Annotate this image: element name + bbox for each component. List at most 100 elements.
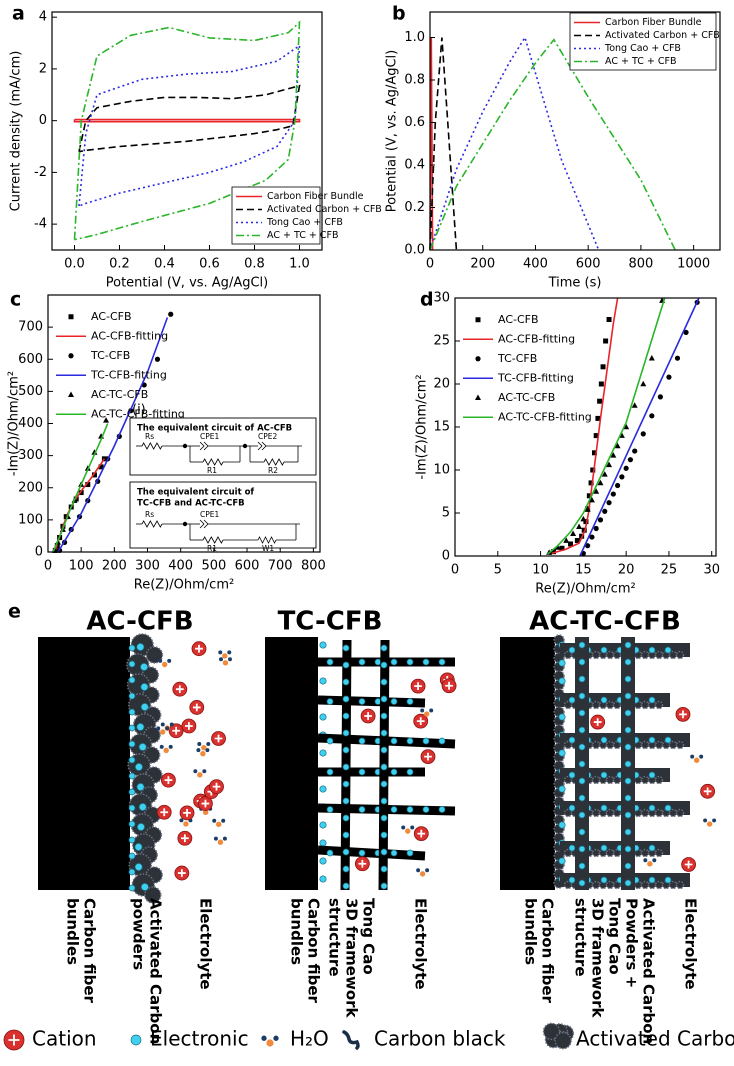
marker-circle [168, 311, 174, 317]
x-tick-label: 200 [102, 559, 127, 574]
marker-triangle [593, 488, 600, 494]
water-h [212, 818, 217, 823]
electron [380, 814, 388, 822]
marker-triangle [570, 530, 577, 536]
y-tick-label: -4 [34, 217, 47, 232]
marker-square [574, 538, 580, 544]
cation-plus [679, 710, 687, 719]
marker-triangle [68, 391, 74, 398]
x-tick-label: 25 [661, 563, 678, 578]
y-tick-label: 0 [35, 545, 43, 560]
electron [380, 644, 388, 652]
legend-label: Carbon black [374, 1027, 506, 1051]
electron [624, 760, 632, 768]
electron [578, 777, 586, 785]
electron [624, 658, 632, 666]
electron [380, 661, 388, 669]
electron [137, 823, 145, 831]
ac-particle [654, 880, 664, 890]
ac-particle [591, 700, 601, 710]
y-axis-title: Current density (mA/cm) [9, 51, 24, 212]
electron [624, 862, 632, 870]
structure-label: Electrolyte [197, 898, 215, 990]
series-line [57, 317, 169, 553]
electron [406, 698, 414, 705]
electron [380, 848, 388, 856]
structure-title: AC-CFB [86, 607, 193, 637]
x-tick-label: 0 [44, 559, 52, 574]
panel-label: e [8, 601, 21, 623]
electron [342, 746, 350, 754]
marker-circle [602, 508, 608, 514]
water-h [222, 836, 227, 841]
electron [380, 729, 388, 737]
electron [648, 696, 656, 704]
series-line [551, 297, 619, 555]
resistor [202, 536, 224, 544]
y-tick-label: 0.2 [404, 200, 425, 215]
y-tick-label: 2 [39, 61, 47, 76]
chart: c 0 100 200 300 400 500 600 700 800 0 100 200 300 400 5… [7, 289, 326, 593]
water-h [213, 836, 218, 841]
electron [326, 768, 334, 776]
ac-particle [542, 1022, 561, 1041]
electron [648, 804, 656, 812]
cation-plus [201, 799, 210, 808]
marker-circle [593, 525, 599, 532]
y-tick-label: 0.0 [404, 243, 425, 258]
electron [406, 849, 414, 857]
electron [128, 708, 136, 716]
water-h [206, 742, 211, 747]
marker-square [600, 364, 606, 370]
water-o [693, 757, 700, 763]
marker-triangle [601, 471, 608, 477]
electron [138, 803, 147, 811]
ac-particle [640, 848, 650, 858]
x-tick-label: 10 [532, 563, 549, 578]
y-tick-label: 15 [433, 420, 450, 435]
cation-plus [172, 726, 180, 735]
electron [624, 828, 632, 836]
x-tick-label: 300 [135, 559, 160, 574]
water-o [423, 711, 430, 717]
component-label: CPE1 [200, 510, 219, 519]
electron [342, 831, 350, 839]
water-h [429, 708, 434, 713]
water-h [261, 1035, 267, 1041]
water-h [401, 825, 406, 830]
marker-square [550, 549, 556, 555]
ac-particle [591, 848, 601, 858]
plot-frame [51, 11, 323, 251]
resistor [141, 520, 163, 528]
electron [624, 709, 632, 717]
structure-label: Activated Carbon [147, 898, 165, 1044]
marker-circle [597, 517, 604, 523]
electron [326, 806, 334, 813]
legend-label: AC-CFB-fitting [91, 329, 168, 342]
electron [600, 646, 608, 654]
plot-frame [429, 11, 721, 251]
legend-label: H₂O [290, 1027, 329, 1051]
electron [380, 882, 388, 890]
x-tick-label: 1000 [677, 257, 710, 272]
chart: a 0.0 0.2 0.4 0.6 0.8 1.0 -4 -2 0 2 4 Potential (V, … [9, 3, 382, 291]
legend-label: Activated Carbon + CFB [267, 204, 382, 215]
x-tick-label: 0.8 [244, 257, 265, 272]
legend-label: AC-CFB-fitting [498, 332, 575, 345]
cation-plus [703, 787, 712, 796]
ac-particle [605, 700, 615, 710]
electron [380, 865, 388, 873]
water-h [193, 769, 198, 774]
electron [136, 643, 145, 651]
water-h [169, 722, 174, 727]
y-tick-label: 1.0 [404, 30, 425, 45]
electron [138, 743, 147, 751]
electron [438, 658, 446, 666]
electron [342, 865, 350, 873]
x-tick-label: 200 [470, 257, 495, 272]
marker-square [559, 545, 565, 551]
electron [624, 811, 632, 819]
ac-particle [640, 650, 650, 660]
marker-triangle [623, 423, 630, 430]
annotation: (i) [132, 403, 146, 418]
